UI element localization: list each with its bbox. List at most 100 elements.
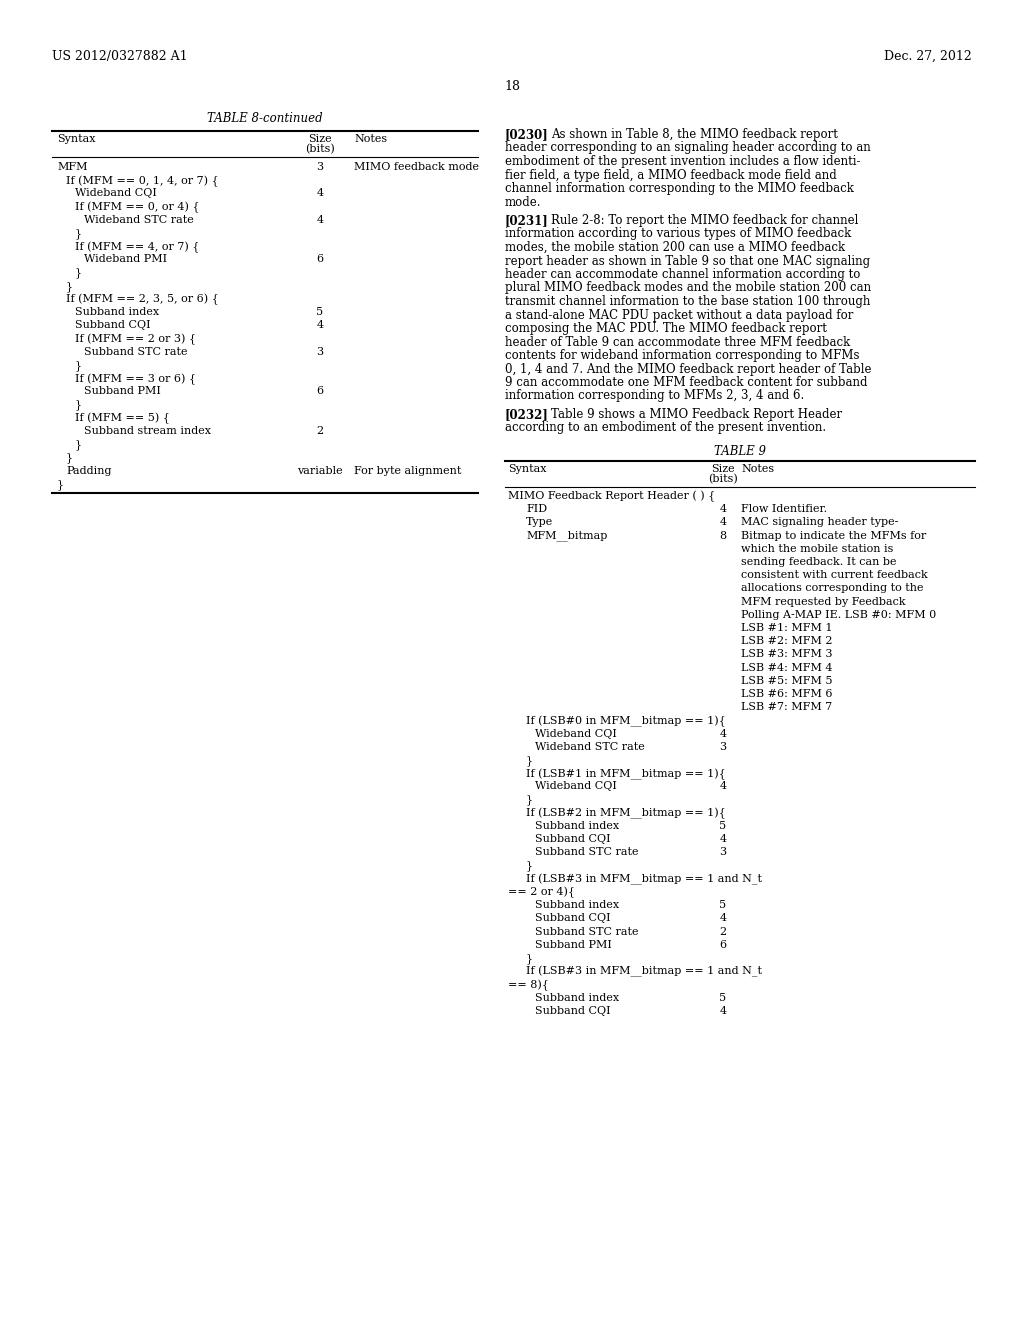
Text: mode.: mode. xyxy=(505,195,542,209)
Text: Notes: Notes xyxy=(741,465,774,474)
Text: Table 9 shows a MIMO Feedback Report Header: Table 9 shows a MIMO Feedback Report Hea… xyxy=(551,408,842,421)
Text: a stand-alone MAC PDU packet without a data payload for: a stand-alone MAC PDU packet without a d… xyxy=(505,309,853,322)
Text: LSB #4: MFM 4: LSB #4: MFM 4 xyxy=(741,663,833,673)
Text: }: } xyxy=(75,400,82,411)
Text: LSB #1: MFM 1: LSB #1: MFM 1 xyxy=(741,623,833,634)
Text: }: } xyxy=(75,228,82,239)
Text: 6: 6 xyxy=(720,940,727,950)
Text: Wideband PMI: Wideband PMI xyxy=(84,255,167,264)
Text: Rule 2-8: To report the MIMO feedback for channel: Rule 2-8: To report the MIMO feedback fo… xyxy=(551,214,858,227)
Text: MAC signaling header type-: MAC signaling header type- xyxy=(741,517,898,528)
Text: embodiment of the present invention includes a flow identi-: embodiment of the present invention incl… xyxy=(505,154,860,168)
Text: }: } xyxy=(66,453,73,463)
Text: }: } xyxy=(526,755,534,766)
Text: LSB #3: MFM 3: LSB #3: MFM 3 xyxy=(741,649,833,660)
Text: If (LSB#3 in MFM__bitmap == 1 and N_t: If (LSB#3 in MFM__bitmap == 1 and N_t xyxy=(526,966,762,978)
Text: [0231]: [0231] xyxy=(505,214,549,227)
Text: }: } xyxy=(526,861,534,871)
Text: For byte alignment: For byte alignment xyxy=(354,466,462,475)
Text: If (MFM == 2 or 3) {: If (MFM == 2 or 3) { xyxy=(75,334,196,345)
Text: Wideband CQI: Wideband CQI xyxy=(535,781,616,792)
Text: 6: 6 xyxy=(316,387,324,396)
Text: Subband STC rate: Subband STC rate xyxy=(535,847,639,858)
Text: }: } xyxy=(75,360,82,371)
Text: 6: 6 xyxy=(316,255,324,264)
Text: }: } xyxy=(526,953,534,964)
Text: MFM requested by Feedback: MFM requested by Feedback xyxy=(741,597,905,607)
Text: Subband index: Subband index xyxy=(535,821,620,832)
Text: MFM__bitmap: MFM__bitmap xyxy=(526,531,607,541)
Text: 4: 4 xyxy=(316,215,324,224)
Text: 3: 3 xyxy=(316,347,324,356)
Text: 0, 1, 4 and 7. And the MIMO feedback report header of Table: 0, 1, 4 and 7. And the MIMO feedback rep… xyxy=(505,363,871,375)
Text: Size: Size xyxy=(712,465,735,474)
Text: consistent with current feedback: consistent with current feedback xyxy=(741,570,928,581)
Text: 5: 5 xyxy=(720,993,727,1003)
Text: }: } xyxy=(66,281,73,292)
Text: 4: 4 xyxy=(720,781,727,792)
Text: fier field, a type field, a MIMO feedback mode field and: fier field, a type field, a MIMO feedbac… xyxy=(505,169,837,181)
Text: 4: 4 xyxy=(720,517,727,528)
Text: Subband CQI: Subband CQI xyxy=(535,1006,610,1016)
Text: 5: 5 xyxy=(720,821,727,832)
Text: header corresponding to an signaling header according to an: header corresponding to an signaling hea… xyxy=(505,141,870,154)
Text: If (LSB#0 in MFM__bitmap == 1){: If (LSB#0 in MFM__bitmap == 1){ xyxy=(526,715,726,727)
Text: Syntax: Syntax xyxy=(508,465,547,474)
Text: TABLE 8-continued: TABLE 8-continued xyxy=(207,112,323,125)
Text: Subband stream index: Subband stream index xyxy=(84,426,211,436)
Text: 3: 3 xyxy=(720,742,727,752)
Text: 2: 2 xyxy=(316,426,324,436)
Text: 2: 2 xyxy=(720,927,727,937)
Text: Subband PMI: Subband PMI xyxy=(535,940,612,950)
Text: allocations corresponding to the: allocations corresponding to the xyxy=(741,583,924,594)
Text: modes, the mobile station 200 can use a MIMO feedback: modes, the mobile station 200 can use a … xyxy=(505,242,845,253)
Text: Subband CQI: Subband CQI xyxy=(75,321,151,330)
Text: which the mobile station is: which the mobile station is xyxy=(741,544,893,554)
Text: transmit channel information to the base station 100 through: transmit channel information to the base… xyxy=(505,294,870,308)
Text: header of Table 9 can accommodate three MFM feedback: header of Table 9 can accommodate three … xyxy=(505,335,850,348)
Text: LSB #6: MFM 6: LSB #6: MFM 6 xyxy=(741,689,833,700)
Text: (bits): (bits) xyxy=(709,474,738,484)
Text: [0232]: [0232] xyxy=(505,408,549,421)
Text: Subband STC rate: Subband STC rate xyxy=(84,347,187,356)
Text: }: } xyxy=(75,440,82,450)
Text: MFM: MFM xyxy=(57,162,87,172)
Text: If (MFM == 0, or 4) {: If (MFM == 0, or 4) { xyxy=(75,202,200,213)
Text: Notes: Notes xyxy=(354,135,387,144)
Text: Padding: Padding xyxy=(66,466,112,475)
Text: Subband CQI: Subband CQI xyxy=(535,834,610,845)
Text: Subband STC rate: Subband STC rate xyxy=(535,927,639,937)
Text: If (LSB#2 in MFM__bitmap == 1){: If (LSB#2 in MFM__bitmap == 1){ xyxy=(526,808,726,820)
Text: 4: 4 xyxy=(316,321,324,330)
Text: If (MFM == 3 or 6) {: If (MFM == 3 or 6) { xyxy=(75,374,196,384)
Text: MIMO Feedback Report Header ( ) {: MIMO Feedback Report Header ( ) { xyxy=(508,491,715,503)
Text: If (MFM == 5) {: If (MFM == 5) { xyxy=(75,413,170,424)
Text: plural MIMO feedback modes and the mobile station 200 can: plural MIMO feedback modes and the mobil… xyxy=(505,281,871,294)
Text: 5: 5 xyxy=(720,900,727,911)
Text: As shown in Table 8, the MIMO feedback report: As shown in Table 8, the MIMO feedback r… xyxy=(551,128,838,141)
Text: If (LSB#3 in MFM__bitmap == 1 and N_t: If (LSB#3 in MFM__bitmap == 1 and N_t xyxy=(526,874,762,886)
Text: 4: 4 xyxy=(720,504,727,515)
Text: }: } xyxy=(75,268,82,279)
Text: information corresponding to MFMs 2, 3, 4 and 6.: information corresponding to MFMs 2, 3, … xyxy=(505,389,804,403)
Text: (bits): (bits) xyxy=(305,144,335,154)
Text: US 2012/0327882 A1: US 2012/0327882 A1 xyxy=(52,50,187,63)
Text: Type: Type xyxy=(526,517,553,528)
Text: 3: 3 xyxy=(720,847,727,858)
Text: Wideband STC rate: Wideband STC rate xyxy=(84,215,194,224)
Text: }: } xyxy=(526,795,534,805)
Text: header can accommodate channel information according to: header can accommodate channel informati… xyxy=(505,268,860,281)
Text: If (MFM == 2, 3, 5, or 6) {: If (MFM == 2, 3, 5, or 6) { xyxy=(66,294,219,305)
Text: == 8){: == 8){ xyxy=(508,979,549,991)
Text: variable: variable xyxy=(297,466,343,475)
Text: 4: 4 xyxy=(720,834,727,845)
Text: channel information corresponding to the MIMO feedback: channel information corresponding to the… xyxy=(505,182,854,195)
Text: contents for wideband information corresponding to MFMs: contents for wideband information corres… xyxy=(505,348,859,362)
Text: == 2 or 4){: == 2 or 4){ xyxy=(508,887,575,899)
Text: LSB #5: MFM 5: LSB #5: MFM 5 xyxy=(741,676,833,686)
Text: 18: 18 xyxy=(504,81,520,92)
Text: If (LSB#1 in MFM__bitmap == 1){: If (LSB#1 in MFM__bitmap == 1){ xyxy=(526,768,726,780)
Text: Bitmap to indicate the MFMs for: Bitmap to indicate the MFMs for xyxy=(741,531,927,541)
Text: 4: 4 xyxy=(720,1006,727,1016)
Text: 4: 4 xyxy=(316,189,324,198)
